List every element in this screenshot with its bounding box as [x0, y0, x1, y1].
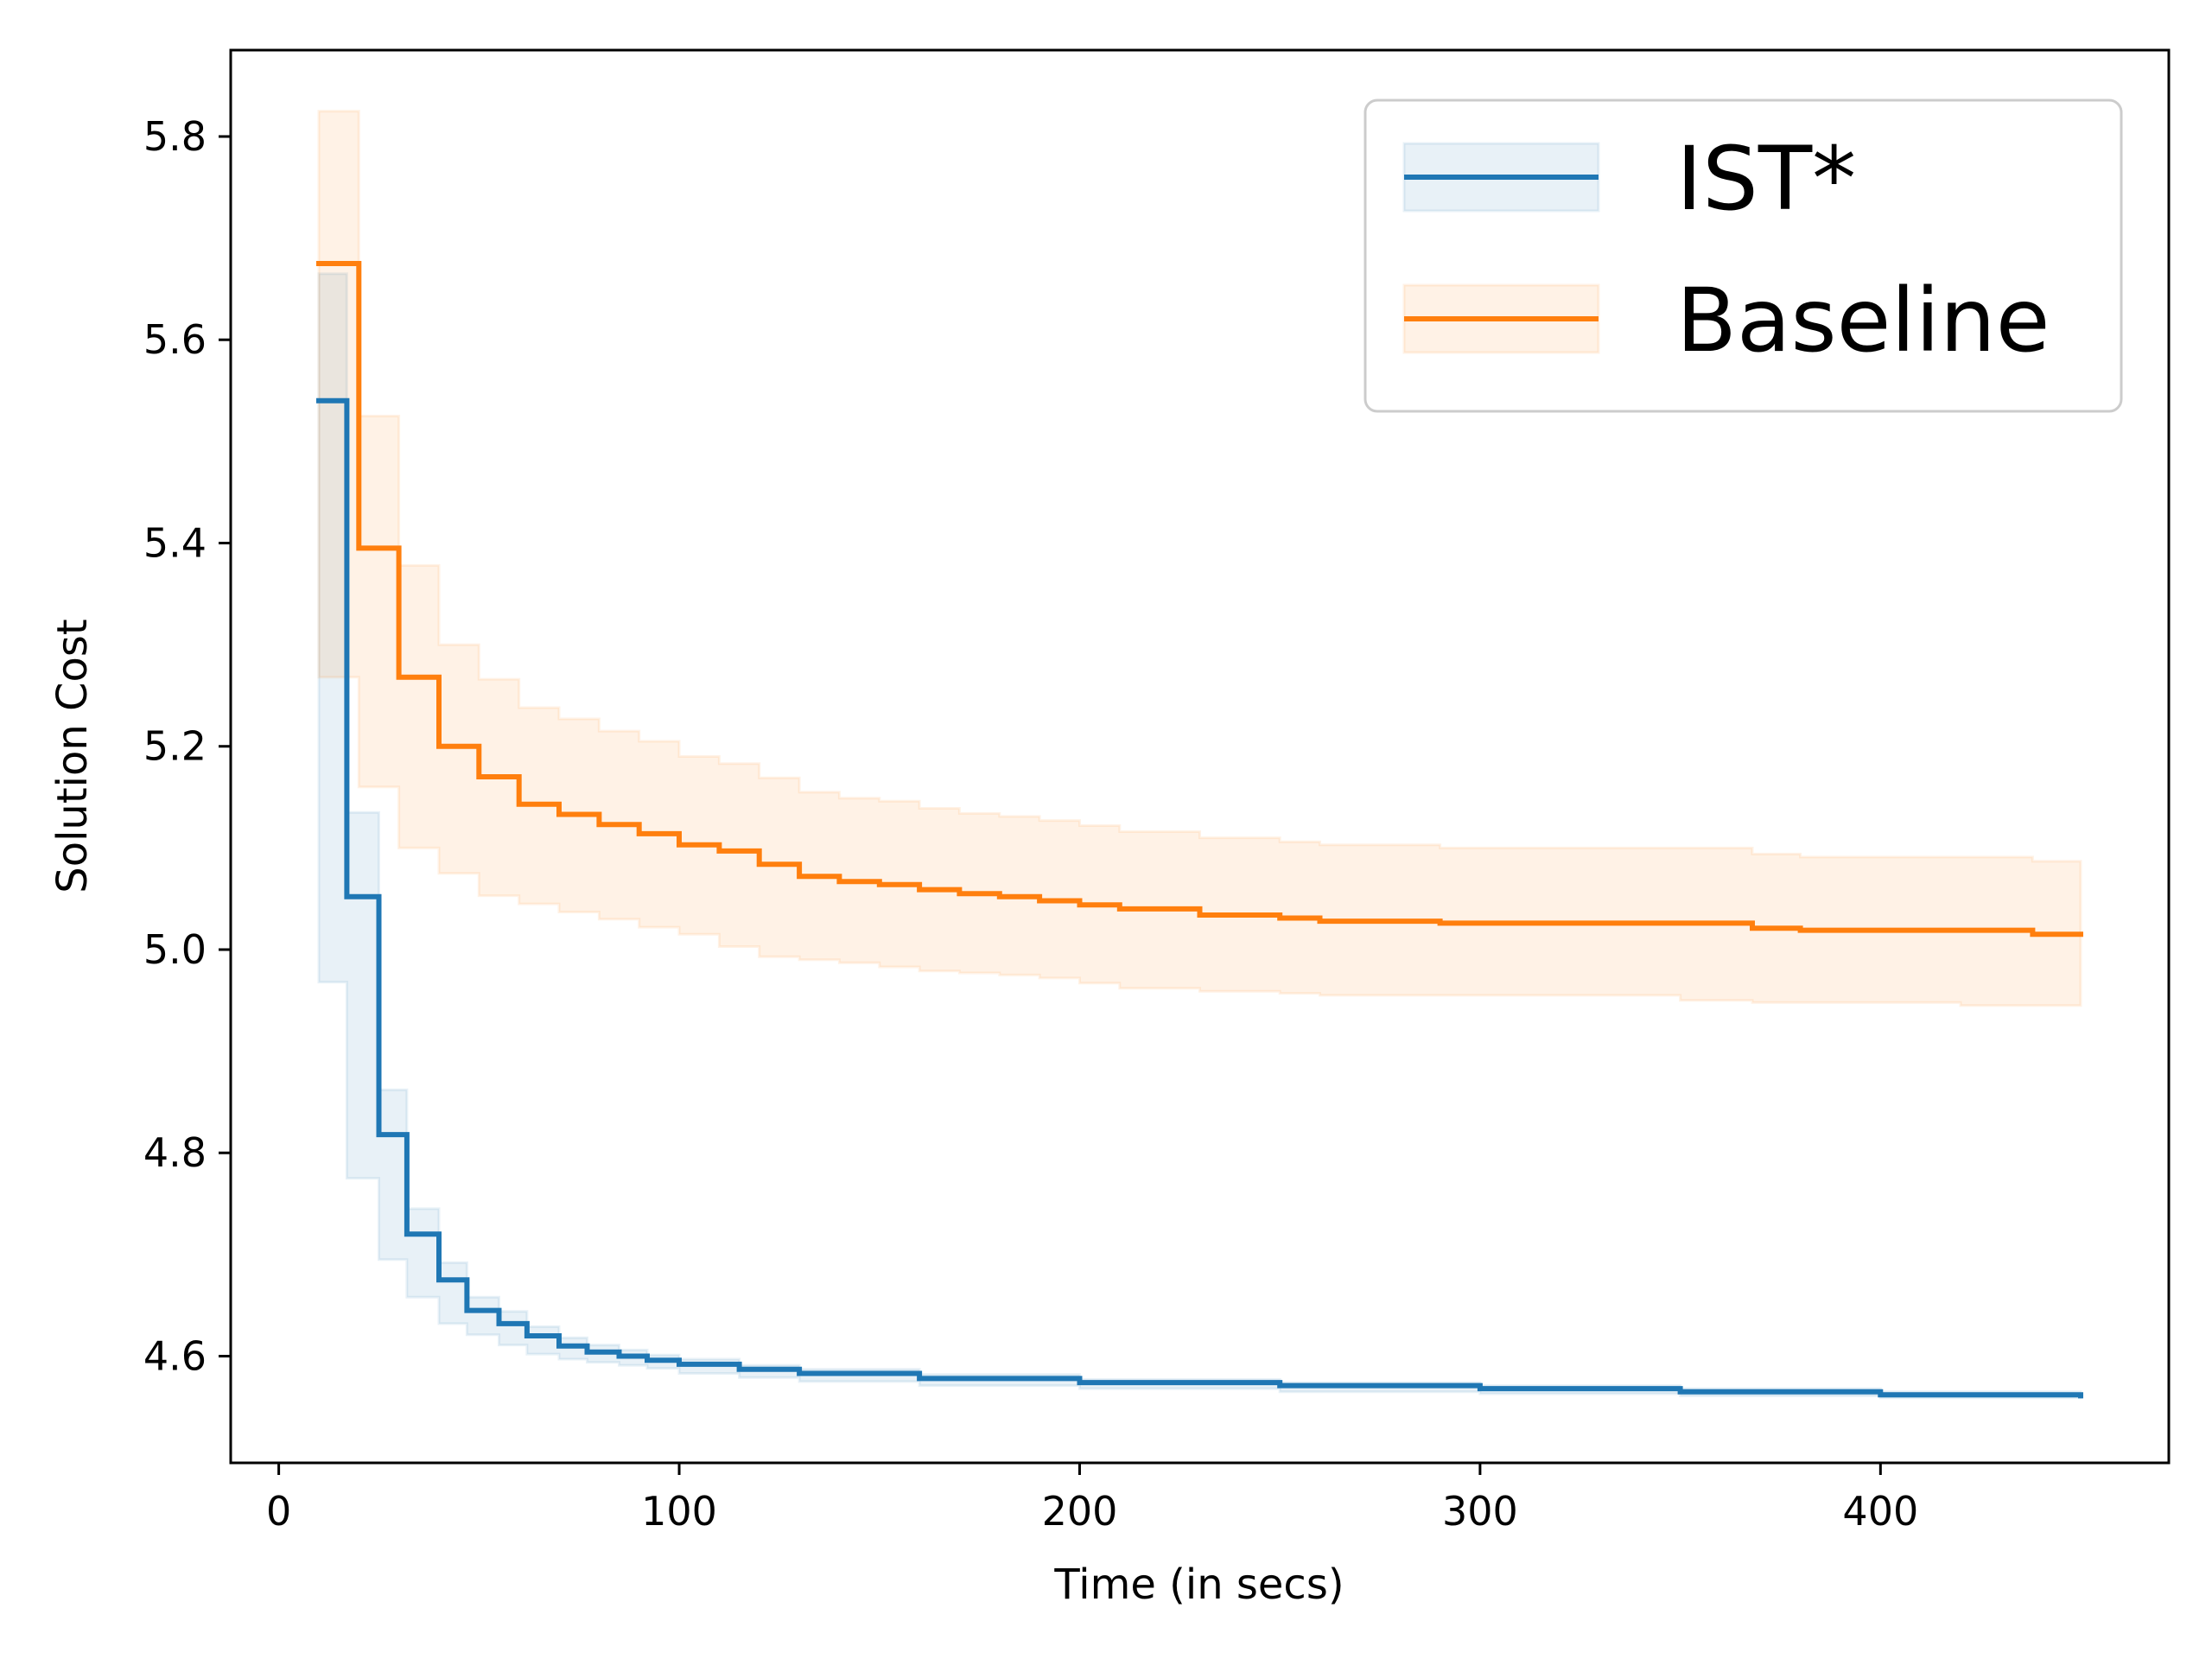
band-baseline: [317, 110, 2082, 1007]
x-tick-label: 400: [1842, 1488, 1918, 1535]
legend: IST* Baseline: [1363, 99, 2123, 413]
x-axis-ticks: 0 100 200 300 400: [266, 1463, 1918, 1535]
x-tick-label: 300: [1442, 1488, 1518, 1535]
x-tick-label: 0: [266, 1488, 291, 1535]
x-tick-label: 200: [1042, 1488, 1118, 1535]
legend-label-baseline: Baseline: [1676, 270, 2050, 372]
y-axis-ticks: 4.6 4.8 5.0 5.2 5.4 5.6 5.8: [143, 113, 231, 1379]
x-tick-label: 100: [641, 1488, 717, 1535]
y-tick-label: 4.6: [143, 1332, 207, 1379]
line-ist-star: [316, 397, 2083, 1399]
line-baseline: [316, 261, 2083, 938]
legend-label-ist-star: IST*: [1676, 128, 1856, 231]
y-tick-label: 5.4: [143, 519, 207, 566]
y-tick-label: 5.6: [143, 316, 207, 363]
x-axis-label: Time (in secs): [1053, 1560, 1344, 1609]
y-tick-label: 5.2: [143, 723, 207, 770]
y-tick-label: 5.0: [143, 926, 207, 973]
y-tick-label: 5.8: [143, 113, 207, 160]
y-tick-label: 4.8: [143, 1129, 207, 1176]
series-lines: [316, 261, 2083, 1399]
y-axis-label: Solution Cost: [48, 619, 97, 893]
plot-frame: [229, 48, 2171, 1465]
